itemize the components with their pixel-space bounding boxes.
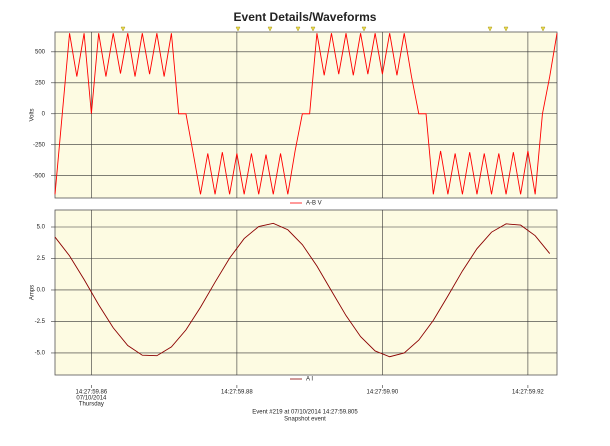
series-line bbox=[54, 222, 551, 358]
x-tick-label: 14:27:59.90 bbox=[367, 390, 399, 396]
y-tick-label: -250 bbox=[33, 142, 46, 148]
series-line bbox=[54, 33, 558, 195]
y-axis-label: Volts bbox=[30, 108, 36, 121]
y-tick-label: 500 bbox=[35, 49, 46, 55]
plot-area bbox=[54, 31, 558, 199]
footer-event: Event #219 at 07/10/2014 14:27:59.805 bbox=[252, 410, 358, 416]
chart-title: Event Details/Waveforms bbox=[234, 10, 377, 24]
x-weekday-label: Thursday bbox=[79, 402, 104, 408]
y-tick-label: -5.0 bbox=[35, 351, 46, 357]
y-tick-label: -500 bbox=[33, 173, 46, 179]
y-tick-label: -2.5 bbox=[35, 319, 46, 325]
y-tick-label: 250 bbox=[35, 80, 46, 86]
y-axis-label: Amps bbox=[30, 285, 36, 300]
x-tick-label: 14:27:59.92 bbox=[512, 390, 544, 396]
y-tick-label: 0.0 bbox=[37, 288, 46, 294]
y-tick-label: 0 bbox=[42, 111, 46, 117]
x-tick-label: 14:27:59.86 bbox=[76, 390, 108, 396]
y-tick-label: 2.5 bbox=[37, 256, 46, 262]
event-markers bbox=[120, 26, 546, 32]
y-tick-label: 5.0 bbox=[37, 225, 46, 231]
plot-area bbox=[54, 209, 558, 376]
legend-label: A I bbox=[306, 377, 313, 383]
x-tick-label: 14:27:59.88 bbox=[221, 390, 253, 396]
legend-label: A-B V bbox=[306, 201, 322, 207]
x-date-label: 07/10/2014 bbox=[76, 396, 107, 402]
footer-note: Snapshot event bbox=[284, 417, 326, 423]
